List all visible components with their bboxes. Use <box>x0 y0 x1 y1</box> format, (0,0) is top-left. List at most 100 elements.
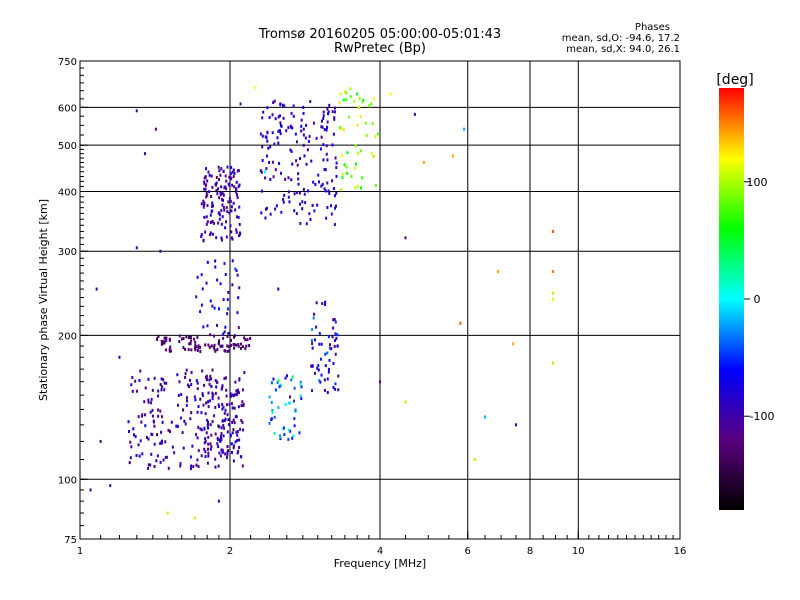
data-point <box>220 437 223 441</box>
data-point <box>361 100 364 104</box>
data-point <box>230 402 233 406</box>
data-point <box>189 336 192 340</box>
data-point <box>197 346 200 350</box>
data-point <box>140 420 143 424</box>
data-point <box>188 385 191 389</box>
data-point <box>228 349 231 353</box>
data-point <box>374 135 377 139</box>
data-point <box>267 146 270 150</box>
data-point <box>289 148 292 152</box>
data-point <box>305 123 308 127</box>
data-point <box>213 347 216 351</box>
data-point <box>185 396 188 400</box>
data-point <box>299 394 302 398</box>
data-point <box>205 401 208 405</box>
data-point <box>266 154 269 158</box>
data-point <box>228 211 231 215</box>
data-point <box>280 171 283 175</box>
data-point <box>204 375 207 379</box>
data-point <box>337 388 340 392</box>
data-point <box>277 287 280 291</box>
data-point <box>218 217 221 221</box>
data-point <box>279 121 282 125</box>
data-point <box>325 152 328 156</box>
data-point <box>213 343 216 347</box>
data-point <box>344 90 347 94</box>
data-point <box>147 463 150 467</box>
data-point <box>278 161 281 165</box>
data-point <box>160 377 163 381</box>
data-point <box>346 151 349 155</box>
data-point <box>328 103 331 107</box>
data-point <box>135 389 138 393</box>
data-point <box>132 427 135 431</box>
data-point <box>277 141 280 145</box>
data-point <box>233 172 236 176</box>
data-point <box>200 273 203 277</box>
data-point <box>197 449 200 453</box>
data-point <box>214 183 217 187</box>
data-point <box>127 420 130 424</box>
data-point <box>274 117 277 121</box>
data-point <box>226 210 229 214</box>
data-point <box>167 466 170 470</box>
data-point <box>226 165 229 169</box>
data-point <box>206 461 209 465</box>
data-point <box>221 407 224 411</box>
y-axis-ticks: 75 100 200 300 400 500 600 750 <box>58 57 88 546</box>
data-point <box>217 165 220 169</box>
data-point <box>279 114 282 118</box>
data-point <box>306 148 309 152</box>
data-point <box>211 185 214 189</box>
data-point <box>327 335 330 339</box>
data-point <box>332 187 335 191</box>
data-point <box>242 403 245 407</box>
data-point <box>293 192 296 196</box>
data-point <box>236 451 239 455</box>
data-point <box>302 111 305 115</box>
data-point <box>159 460 162 464</box>
data-point <box>241 420 244 424</box>
data-point <box>317 368 320 372</box>
data-point <box>211 395 214 399</box>
data-point <box>139 439 142 443</box>
data-point <box>240 404 243 408</box>
data-point <box>221 215 224 219</box>
data-point <box>299 202 302 206</box>
data-point <box>220 209 223 213</box>
data-point <box>214 457 217 461</box>
data-point <box>164 455 167 459</box>
data-point <box>357 105 360 109</box>
data-point <box>157 334 160 338</box>
data-point <box>293 424 296 428</box>
data-point <box>323 168 326 172</box>
data-point <box>230 343 233 347</box>
data-point <box>143 152 146 156</box>
data-point <box>342 128 345 132</box>
y-tick-label: 500 <box>58 141 77 152</box>
data-point <box>322 143 325 147</box>
data-point <box>284 402 287 406</box>
data-point <box>302 187 305 191</box>
data-point <box>216 278 219 282</box>
data-point <box>222 434 225 438</box>
data-point <box>224 349 227 353</box>
data-point <box>214 349 217 353</box>
data-point <box>152 419 155 423</box>
data-point <box>207 442 210 446</box>
data-point <box>341 154 344 158</box>
data-point <box>228 175 231 179</box>
data-point <box>179 464 182 468</box>
data-point <box>313 209 316 213</box>
data-point <box>185 399 188 403</box>
data-point <box>327 189 330 193</box>
data-point <box>240 418 243 422</box>
data-point <box>161 415 164 419</box>
data-point <box>220 222 223 226</box>
data-point <box>190 339 193 343</box>
data-point <box>129 456 132 460</box>
data-point <box>264 216 267 220</box>
data-point <box>238 378 241 382</box>
data-point <box>210 210 213 214</box>
data-point <box>270 418 273 422</box>
